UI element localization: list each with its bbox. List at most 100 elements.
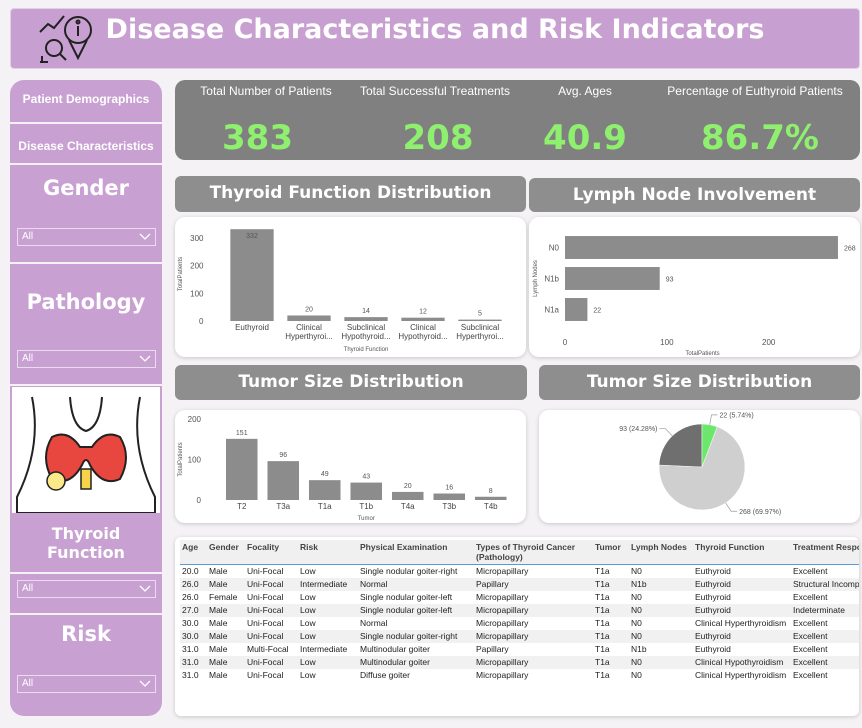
table-cell: Male	[209, 566, 228, 576]
panel-heading: Tumor Size Distribution	[175, 365, 527, 400]
table-cell: Normal	[358, 578, 474, 591]
table-cell: Excellent	[793, 618, 828, 628]
table-cell: T1a	[595, 566, 610, 576]
x-tick-label: 100	[660, 338, 674, 347]
column-header[interactable]: Treatment Response	[791, 540, 859, 565]
value-label: 14	[362, 308, 370, 315]
x-tick-label: T4b	[483, 502, 498, 511]
x-tick-label: Clinical Hypothyroid...	[398, 323, 448, 341]
x-tick-label-box: T1b	[359, 502, 373, 511]
table-cell: N1b	[629, 578, 693, 591]
column-header[interactable]: Tumor	[593, 540, 629, 565]
x-tick-label-box: Subclinical Hypothyroid...	[341, 323, 390, 341]
page-title: Disease Characteristics and Risk Indicat…	[105, 14, 765, 45]
table-cell: Euthyroid	[695, 566, 731, 576]
table-cell: N0	[631, 670, 642, 680]
column-header[interactable]: Physical Examination	[358, 540, 474, 565]
y-axis-label: Lymph Nodes	[533, 260, 539, 297]
thyroid-illustration	[12, 387, 160, 513]
column-header[interactable]: Lymph Nodes	[629, 540, 693, 565]
divider	[10, 262, 162, 264]
bar	[458, 319, 502, 321]
y-tick-label: 100	[188, 456, 202, 465]
pie-slice	[658, 423, 703, 468]
divider	[10, 122, 162, 124]
table-cell: Uni-Focal	[247, 670, 284, 680]
x-axis-label: TotalPatients	[685, 351, 719, 357]
table-cell: Male	[207, 604, 245, 617]
column-header[interactable]: Thyroid Function	[693, 540, 791, 565]
nav-tab[interactable]: Patient Demographics	[22, 92, 150, 106]
table-cell: Male	[209, 670, 228, 680]
data-table: Age Gender Focality Risk Physical Examinatio…	[180, 540, 859, 682]
value-label: 268 (69.97%)	[739, 509, 781, 516]
table-cell: Diffuse goiter	[360, 670, 410, 680]
table-cell: Low	[300, 566, 316, 576]
dropdown[interactable]: All	[17, 228, 156, 246]
table-cell: Single nodular goiter-right	[358, 630, 474, 643]
table-cell: Micropapillary	[474, 656, 593, 669]
table-cell: Papillary	[476, 644, 509, 654]
y-tick-label: 200	[188, 415, 202, 424]
table-cell: Low	[300, 618, 316, 628]
column-header[interactable]: Focality	[245, 540, 298, 565]
table-cell: Excellent	[793, 566, 828, 576]
table-cell: Female	[209, 592, 238, 602]
value-label: 268	[844, 246, 856, 253]
bar	[225, 438, 258, 500]
table-row: 31.0 Male Uni-Focal Low Diffuse goiter Microp…	[180, 669, 859, 682]
chevron	[139, 585, 151, 592]
table-cell: Uni-Focal	[247, 566, 284, 576]
leader-line	[709, 414, 718, 425]
value-label: 22	[593, 308, 601, 315]
dropdown[interactable]: All	[17, 580, 156, 598]
table-cell: T1a	[593, 578, 629, 591]
bar	[230, 229, 274, 321]
table-cell: Excellent	[793, 592, 828, 602]
bar	[267, 461, 300, 500]
y-tick-label: N1a	[544, 306, 559, 315]
value-label: 12	[419, 309, 427, 316]
chevron	[139, 680, 151, 687]
table-cell: Clinical Hyperthyroidism	[695, 670, 787, 680]
panel-heading: Thyroid Function Distribution	[175, 176, 526, 212]
table-row: 26.0 Male Uni-Focal Intermediate Normal Papil…	[180, 578, 859, 591]
table-cell: Micropapillary	[476, 670, 529, 680]
column-header[interactable]: Gender	[207, 540, 245, 565]
table-cell: T1a	[595, 670, 610, 680]
table-panel: Age Gender Focality Risk Physical Examinatio…	[175, 537, 859, 716]
x-tick-label-box: T4a	[400, 502, 415, 511]
table-cell: Euthyroid	[695, 644, 731, 654]
kpi-value: 40.9	[543, 118, 627, 158]
dropdown[interactable]: All	[17, 350, 156, 368]
column-header[interactable]: Age	[180, 540, 207, 565]
table-row: 31.0 Male Multi-Focal Intermediate Multinodu…	[180, 643, 859, 656]
table-cell: Low	[298, 604, 358, 617]
value-label: 8	[489, 488, 493, 495]
table-cell: 31.0	[182, 670, 199, 680]
x-tick-label: 0	[563, 338, 568, 347]
filter-label: Thyroid Function	[47, 524, 125, 562]
table-cell: N0	[629, 656, 693, 669]
x-tick-label: T3b	[442, 502, 457, 511]
bar	[433, 493, 466, 500]
x-tick-label: Euthyroid	[235, 323, 269, 332]
divider	[10, 613, 162, 615]
chart: TotalPatients 0 100 200 151 T2 96 T3a 49 T1a 43 T1b…	[175, 410, 526, 523]
kpi-value: 86.7%	[701, 118, 819, 158]
table-cell: Excellent	[791, 630, 859, 643]
chevron	[139, 233, 151, 240]
x-tick-label: T4a	[400, 502, 415, 511]
table-cell: Excellent	[791, 656, 859, 669]
column-header[interactable]: Risk	[298, 540, 358, 565]
nav-tab[interactable]: Disease Characteristics	[18, 139, 154, 153]
kpi-value: 383	[222, 118, 293, 158]
table-cell: 26.0	[180, 578, 207, 591]
column-header[interactable]: Types of Thyroid Cancer (Pathology)	[474, 540, 593, 565]
dropdown[interactable]: All	[17, 675, 156, 693]
x-tick-label-box: T4b	[483, 502, 498, 511]
table-cell: Euthyroid	[693, 578, 791, 591]
table-cell: Clinical Hypothyroidism	[693, 656, 791, 669]
y-axis-label: TotalPatients	[178, 442, 184, 476]
table-cell: N0	[631, 592, 642, 602]
